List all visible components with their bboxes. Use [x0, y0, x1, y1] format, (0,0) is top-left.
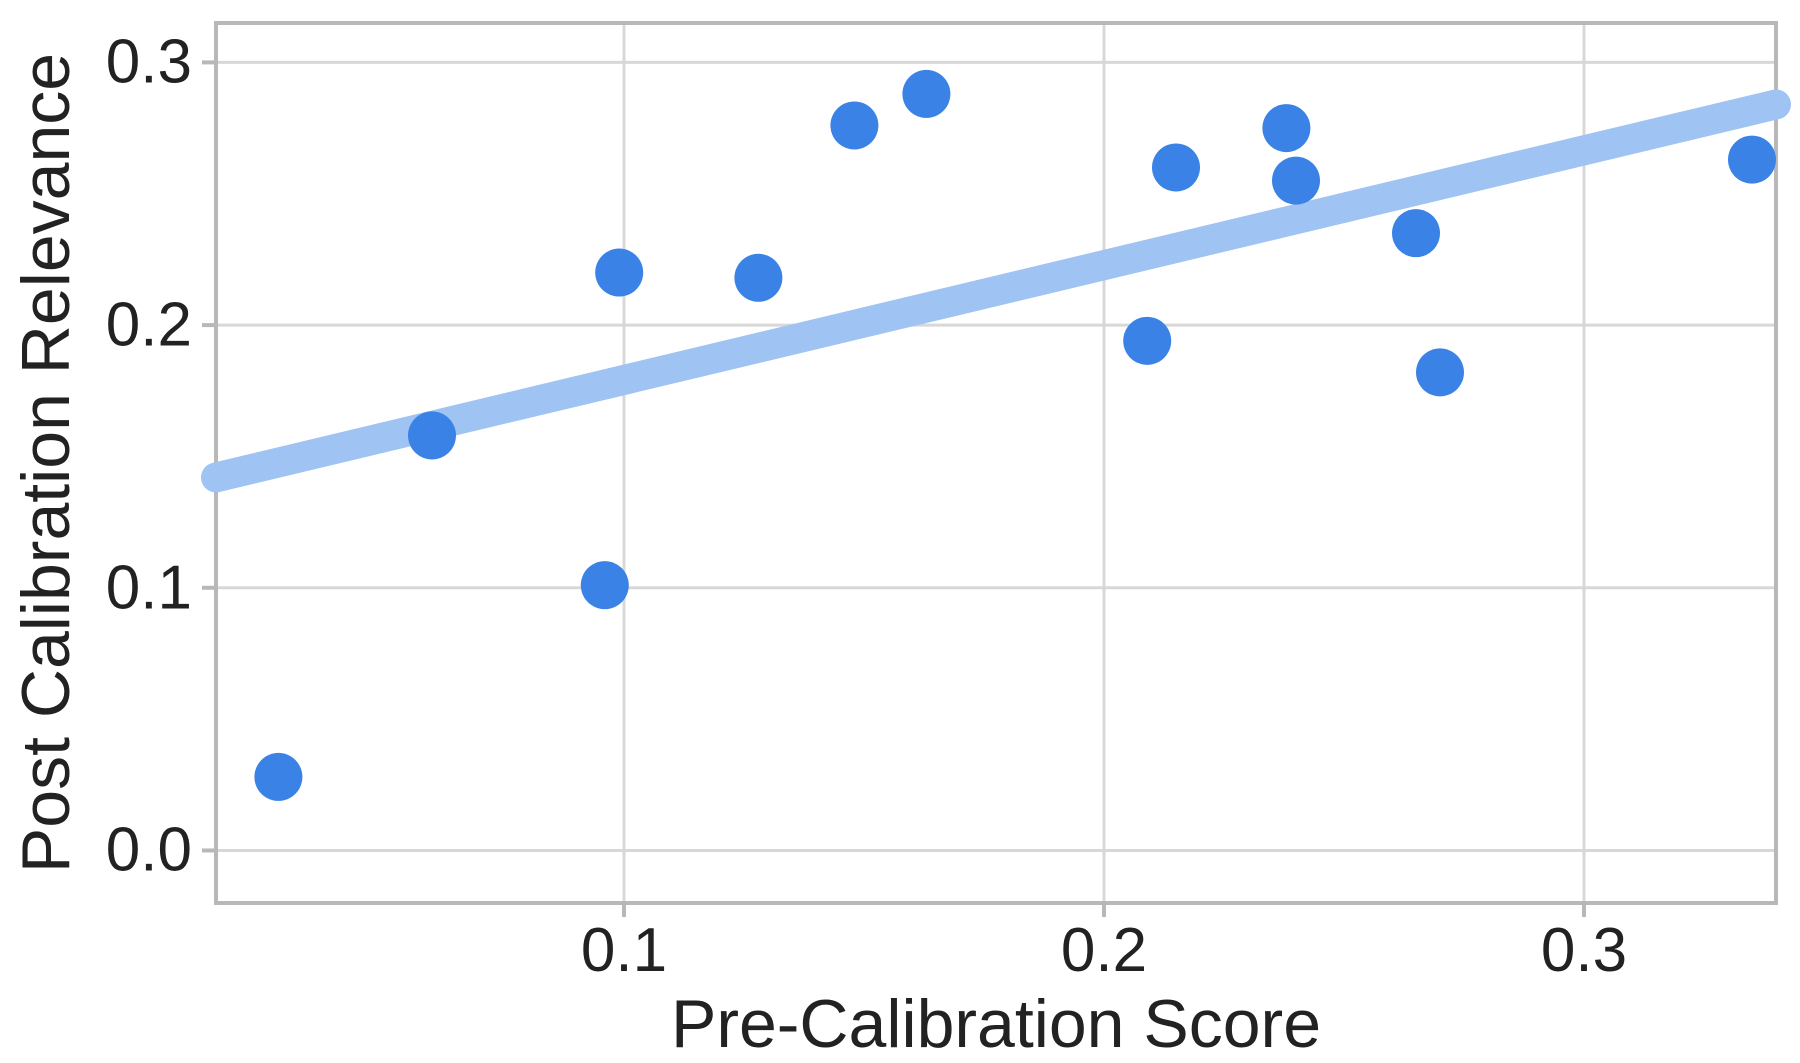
y-tick-label: 0.1: [106, 552, 192, 623]
x-tick-label: 0.1: [581, 915, 667, 986]
x-tick-label: 0.3: [1541, 915, 1627, 986]
y-tick-label: 0.0: [106, 815, 192, 886]
y-tick-label: 0.3: [106, 27, 192, 98]
y-tick-label: 0.2: [106, 290, 192, 361]
y-axis-label: Post Calibration Relevance: [7, 53, 85, 873]
x-axis-label: Pre-Calibration Score: [671, 985, 1321, 1063]
x-tick-label: 0.2: [1061, 915, 1147, 986]
scatter-plot: [216, 23, 1776, 903]
